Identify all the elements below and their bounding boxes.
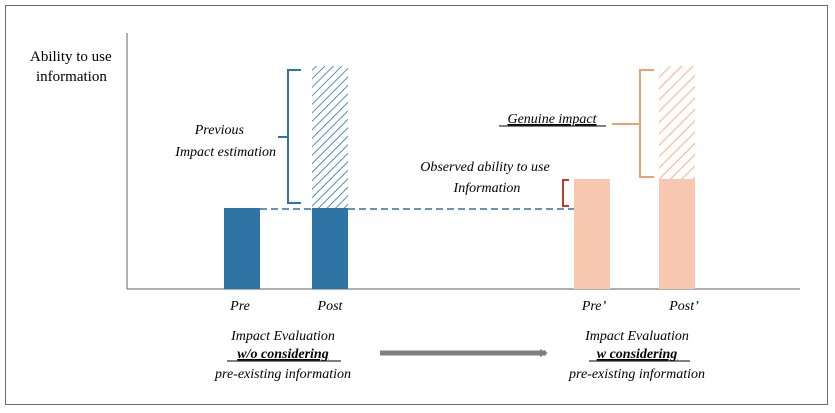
observed-ability-bracket xyxy=(562,179,569,207)
left-caption-line3: pre-existing information xyxy=(214,367,351,382)
bar-post-prime-hatched-impact xyxy=(659,66,695,179)
right-caption-line2: w considering xyxy=(597,347,678,362)
y-axis-label-line1: Ability to use xyxy=(30,49,112,65)
bar-post-hatched-impact xyxy=(312,66,348,208)
bar-pre-label: Pre xyxy=(229,299,250,314)
genuine-impact-label: Genuine impact xyxy=(507,112,597,127)
bar-pre-prime-label: Pre’ xyxy=(581,299,607,314)
bar-post-label: Post xyxy=(317,299,344,314)
previous-impact-label-line1: Previous xyxy=(194,123,245,138)
left-caption-line2: w/o considering xyxy=(237,347,328,362)
left-caption-line1: Impact Evaluation xyxy=(230,329,335,344)
bar-pre-prime xyxy=(574,179,610,289)
observed-ability-label-line2: Information xyxy=(453,181,521,196)
y-axis-label-line2: information xyxy=(36,69,107,85)
observed-ability-label-line1: Observed ability to use xyxy=(420,160,549,175)
right-caption-line3: pre-existing information xyxy=(568,367,705,382)
genuine-impact-bracket xyxy=(612,69,654,178)
previous-impact-bracket xyxy=(278,69,301,204)
bar-post xyxy=(312,208,348,289)
bar-post-prime xyxy=(659,179,695,289)
previous-impact-label-line2: Impact estimation xyxy=(174,145,276,160)
bar-post-prime-label: Post’ xyxy=(668,299,699,314)
bar-pre xyxy=(224,208,260,289)
right-caption-line1: Impact Evaluation xyxy=(584,329,689,344)
